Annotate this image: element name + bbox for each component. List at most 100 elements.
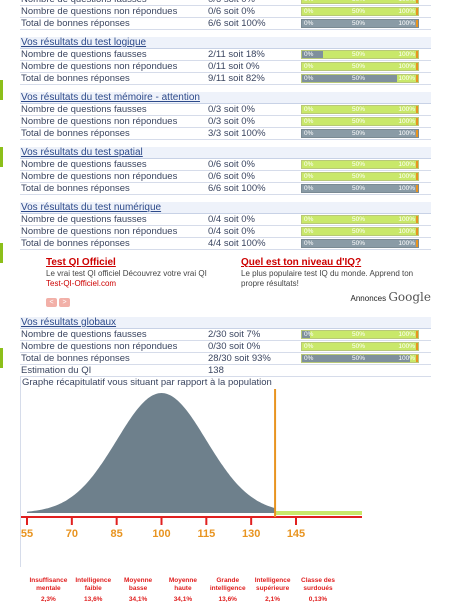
iq-distribution-chart: 55 70 85 100 115 130 145 bbox=[21, 389, 362, 540]
progress-bar: 0% 50% 100% bbox=[301, 117, 419, 126]
progress-tick-label: 50% bbox=[352, 130, 366, 137]
progress-bar: 0% 50% 100% bbox=[301, 354, 419, 363]
ad-left-text: Le vrai test QI officiel Découvrez votre… bbox=[46, 269, 207, 278]
ad-right-text: Le plus populaire test IQ du monde. Appr… bbox=[241, 269, 414, 288]
result-label: Nombre de questions fausses bbox=[21, 213, 147, 225]
category-percent: 2,1% bbox=[265, 596, 280, 603]
result-row: Total de bonnes réponses 6/6 soit 100% 0% 5… bbox=[20, 18, 431, 30]
left-accent-mark bbox=[0, 80, 3, 100]
category-percent: 0,13% bbox=[308, 596, 328, 603]
progress-tick-label: 100% bbox=[398, 63, 415, 70]
category-name: Grande intelligence bbox=[209, 577, 246, 592]
result-row: Total de bonnes réponses 28/30 soit 93% 0%… bbox=[20, 353, 431, 365]
result-row: Nombre de questions non répondues 0/6 soi… bbox=[20, 171, 431, 183]
progress-tick-label: 50% bbox=[352, 8, 366, 15]
progress-tick-label: 100% bbox=[398, 51, 415, 58]
progress-end-marker bbox=[416, 240, 418, 247]
progress-end-marker bbox=[416, 51, 418, 58]
ad-left-title[interactable]: Test QI Officiel bbox=[46, 257, 116, 268]
result-label: Total de bonnes réponses bbox=[21, 182, 130, 194]
ad-nav: < > bbox=[46, 298, 70, 307]
section-title[interactable]: Vos résultats du test numérique bbox=[20, 202, 431, 214]
result-value: 0/3 soit 0% bbox=[208, 103, 255, 115]
result-bar-cell: 0% 50% 100% bbox=[301, 0, 431, 6]
progress-tick-label: 100% bbox=[398, 331, 415, 338]
progress-tick-label: 50% bbox=[352, 51, 366, 58]
result-value: 0/3 soit 0% bbox=[208, 115, 255, 127]
progress-tick-label: 100% bbox=[398, 355, 415, 362]
google-ads-text: Annonces bbox=[350, 294, 387, 303]
result-value: 0/6 soit 0% bbox=[208, 5, 255, 17]
result-label: Nombre de questions non répondues bbox=[21, 60, 178, 72]
section-title[interactable]: Vos résultats du test logique bbox=[20, 37, 431, 49]
progress-end-marker bbox=[416, 20, 418, 27]
result-label: Nombre de questions non répondues bbox=[21, 115, 178, 127]
progress-tick-label: 0% bbox=[304, 331, 314, 338]
ad-right-title[interactable]: Quel est ton niveau d'IQ? bbox=[241, 257, 362, 268]
left-accent-mark bbox=[0, 147, 3, 167]
progress-tick-label: 0% bbox=[304, 51, 314, 58]
progress-bar: 0% 50% 100% bbox=[301, 330, 419, 339]
category-name: Intelligence faible bbox=[75, 577, 112, 592]
progress-bar: 0% 50% 100% bbox=[301, 342, 419, 351]
result-value: 0/6 soit 0% bbox=[208, 158, 255, 170]
progress-end-marker bbox=[416, 228, 418, 235]
progress-tick-label: 0% bbox=[304, 228, 314, 235]
result-label: Nombre de questions fausses bbox=[20, 0, 208, 6]
result-label: Nombre de questions fausses bbox=[21, 48, 147, 60]
result-bar-cell: 0% 50% 100% bbox=[301, 226, 431, 238]
result-bar-cell: 0% 50% 100% bbox=[301, 341, 431, 353]
progress-bar: 0% 50% 100% bbox=[301, 7, 419, 16]
progress-tick-label: 100% bbox=[398, 216, 415, 223]
progress-tick-label: 0% bbox=[304, 20, 314, 27]
category-percent: 34,1% bbox=[173, 596, 193, 603]
progress-bar: 0% 50% 100% bbox=[301, 160, 419, 169]
progress-tick-label: 50% bbox=[352, 343, 366, 350]
results-section: Vos résultats du test spatial Nombre de q… bbox=[20, 147, 431, 195]
ad-left-url[interactable]: Test-QI-Officiel.com bbox=[46, 279, 117, 288]
ad-next-button[interactable]: > bbox=[59, 298, 70, 307]
progress-tick-label: 50% bbox=[352, 0, 365, 3]
left-accent-mark bbox=[0, 243, 3, 263]
result-label: Nombre de questions fausses bbox=[21, 103, 147, 115]
google-ads-label[interactable]: Annonces Google bbox=[351, 290, 431, 304]
category-name: Classe des surdoués bbox=[301, 577, 335, 592]
section-title-global[interactable]: Vos résultats globaux bbox=[20, 317, 431, 329]
x-tick-label: 100 bbox=[152, 528, 170, 540]
progress-end-marker bbox=[416, 185, 418, 192]
result-bar-cell: 0% 50% 100% bbox=[301, 353, 431, 365]
progress-tick-label: 100% bbox=[398, 20, 415, 27]
category-percent: 34,1% bbox=[128, 596, 148, 603]
result-bar-cell: 0% 50% 100% bbox=[301, 61, 431, 73]
result-label: Total de bonnes réponses bbox=[21, 17, 130, 29]
result-row: Nombre de questions non répondues 0/30 so… bbox=[20, 341, 431, 353]
result-label: Nombre de questions non répondues bbox=[21, 5, 178, 17]
progress-tick-label: 0% bbox=[304, 161, 314, 168]
progress-bar: 0% 50% 100% bbox=[301, 62, 419, 71]
result-label: Nombre de questions non répondues bbox=[21, 340, 178, 352]
result-row: Total de bonnes réponses 6/6 soit 100% 0% 5… bbox=[20, 183, 431, 195]
progress-tick-label: 100% bbox=[398, 185, 415, 192]
results-section: Vos résultats du test logique Nombre de q… bbox=[20, 37, 431, 85]
x-tick-label: 115 bbox=[197, 528, 215, 540]
section-title[interactable]: Vos résultats du test spatial bbox=[20, 147, 431, 159]
section-title[interactable]: Vos résultats du test mémoire - attentio… bbox=[20, 92, 431, 104]
progress-end-marker bbox=[416, 0, 418, 3]
population-curve bbox=[27, 393, 276, 513]
category-label: Intelligence supérieure 2,1% bbox=[253, 577, 293, 604]
result-value: 4/4 soit 100% bbox=[208, 237, 266, 249]
result-row: Total de bonnes réponses 9/11 soit 82% 0% 5… bbox=[20, 73, 431, 85]
progress-tick-label: 100% bbox=[398, 240, 415, 247]
progress-end-marker bbox=[416, 130, 418, 137]
progress-bar: 0% 50% 100% bbox=[301, 74, 419, 83]
result-bar-cell: 0% 50% 100% bbox=[301, 214, 431, 226]
qi-estimate-value: 138 bbox=[208, 365, 224, 376]
category-label: Moyenne haute 34,1% bbox=[163, 577, 203, 604]
progress-tick-label: 50% bbox=[352, 173, 366, 180]
ad-prev-button[interactable]: < bbox=[46, 298, 57, 307]
result-value: 0/6 soit 0% bbox=[208, 170, 255, 182]
progress-tick-label: 100% bbox=[398, 0, 415, 3]
progress-bar: 0% 50% 100% bbox=[301, 215, 419, 224]
result-value: 6/6 soit 100% bbox=[208, 17, 266, 29]
